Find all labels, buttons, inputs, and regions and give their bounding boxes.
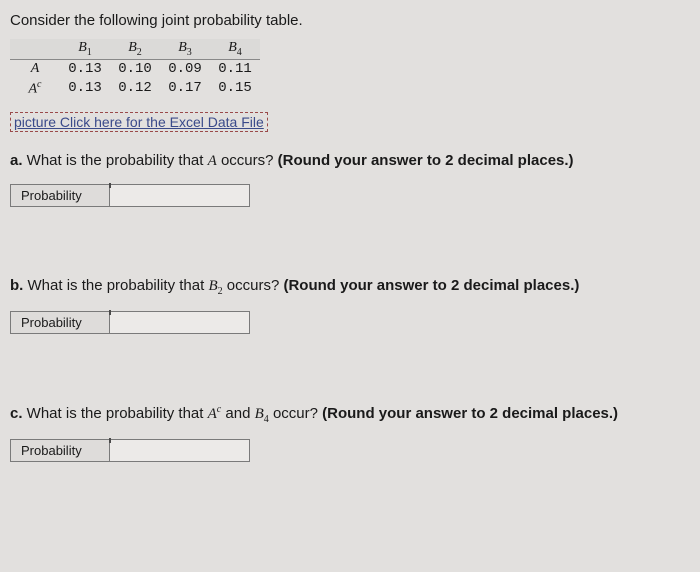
table-cell: 0.12 (110, 78, 160, 99)
question-a: a. What is the probability that A occurs… (10, 152, 690, 170)
question-b: b. What is the probability that B2 occur… (10, 277, 690, 297)
answer-label-c: Probability (10, 439, 110, 462)
answer-label-a: Probability (10, 184, 110, 207)
answer-input-b[interactable] (110, 311, 250, 334)
answer-input-a[interactable] (110, 184, 250, 207)
table-cell: 0.13 (60, 59, 110, 78)
col-header: B1 (60, 39, 110, 59)
col-header: B4 (210, 39, 260, 59)
table-cell: 0.10 (110, 59, 160, 78)
answer-label-b: Probability (10, 311, 110, 334)
table-cell: 0.15 (210, 78, 260, 99)
row-label: A (10, 59, 60, 78)
question-c: c. What is the probability that Ac and B… (10, 404, 690, 425)
answer-input-c[interactable] (110, 439, 250, 462)
table-cell: 0.17 (160, 78, 210, 99)
table-cell: 0.09 (160, 59, 210, 78)
table-cell: 0.13 (60, 78, 110, 99)
intro-text: Consider the following joint probability… (10, 12, 690, 29)
row-label: Ac (10, 78, 60, 99)
col-header: B3 (160, 39, 210, 59)
probability-table: B1 B2 B3 B4 A 0.13 0.10 0.09 0.11 Ac 0.1… (10, 39, 260, 98)
col-header: B2 (110, 39, 160, 59)
table-cell: 0.11 (210, 59, 260, 78)
excel-file-link[interactable]: picture Click here for the Excel Data Fi… (10, 112, 268, 132)
